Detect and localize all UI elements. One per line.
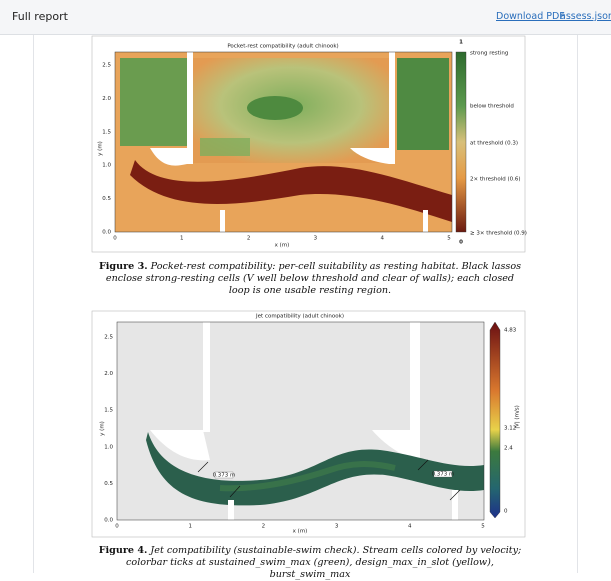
caption-text: Pocket-rest compatibility: per-cell suit…: [105, 261, 522, 296]
colorbar-title: |V| (m/s): [515, 405, 521, 429]
y-tick-label: 0.5: [104, 481, 113, 487]
annotation-box: [214, 471, 234, 479]
heatmap: [114, 51, 467, 233]
y-tick-label: 1.5: [104, 408, 113, 414]
y-tick-label: 2.5: [104, 335, 113, 341]
x-tick-label: 2: [262, 524, 266, 530]
caption: Figure 4. Jet compatibility (sustainable…: [95, 545, 525, 581]
y-tick-label: 0.5: [102, 196, 111, 202]
y-axis-label: y (m): [100, 421, 106, 436]
x-axis-label: x (m): [275, 243, 290, 249]
x-tick-label: 0: [113, 236, 117, 242]
x-tick-label: 5: [481, 524, 485, 530]
download-pdf-link[interactable]: Download PDF: [496, 11, 565, 22]
colorbar-label: strong resting: [470, 51, 508, 57]
y-tick-label: 0.0: [102, 230, 111, 236]
y-axis-label: y (m): [98, 141, 104, 156]
colorbar-label: 2.4: [504, 446, 513, 452]
caption-text: Jet compatibility (sustainable-swim chec…: [126, 545, 522, 580]
y-tick-label: 2.0: [104, 371, 113, 377]
colorbar-end: 1: [459, 40, 463, 46]
x-tick-label: 5: [447, 236, 451, 242]
plot-title: Pocket-rest compatibility (adult chinook…: [227, 44, 338, 50]
y-tick-label: 2.0: [102, 96, 111, 102]
annotation-box: [433, 470, 453, 478]
colorbar-label: 3.12: [504, 426, 516, 432]
report-title: Full report: [12, 10, 68, 23]
caption-label: Figure 4.: [98, 545, 148, 556]
annotation: 0.373 m: [213, 473, 236, 479]
report-panel: [33, 35, 578, 573]
y-tick-label: 1.5: [102, 129, 111, 135]
x-tick-label: 1: [188, 524, 192, 530]
colorbar-label: at threshold (0.3): [470, 141, 518, 147]
header: Full report Download PDF assess.json: [0, 0, 611, 35]
caption: Figure 3. Pocket-rest compatibility: per…: [95, 261, 525, 297]
x-axis-label: x (m): [293, 529, 308, 535]
y-tick-label: 1.0: [104, 444, 113, 450]
y-tick-label: 2.5: [102, 63, 111, 69]
colorbar-label: 0: [504, 509, 508, 515]
colorbar-label: 2× threshold (0.6): [470, 177, 521, 183]
annotation: 0.373 m: [432, 472, 455, 478]
colorbar-label: ≥ 3× threshold (0.9): [470, 231, 527, 237]
x-tick-label: 3: [314, 236, 318, 242]
x-tick-label: 0: [115, 524, 119, 530]
x-tick-label: 1: [180, 236, 184, 242]
plot-title: Jet compatibility (adult chinook): [255, 314, 344, 320]
colorbar-label: below threshold: [470, 104, 514, 110]
json-link[interactable]: assess.json: [560, 11, 611, 22]
y-tick-label: 1.0: [102, 163, 111, 169]
x-tick-label: 2: [247, 236, 251, 242]
heatmap: [116, 321, 501, 521]
colorbar-label: 4.83: [504, 328, 517, 334]
x-tick-label: 3: [335, 524, 339, 530]
caption-label: Figure 3.: [98, 261, 148, 272]
x-tick-label: 4: [380, 236, 384, 242]
x-tick-label: 4: [408, 524, 412, 530]
colorbar-end: 0: [459, 240, 463, 246]
y-tick-label: 0.0: [104, 518, 113, 524]
